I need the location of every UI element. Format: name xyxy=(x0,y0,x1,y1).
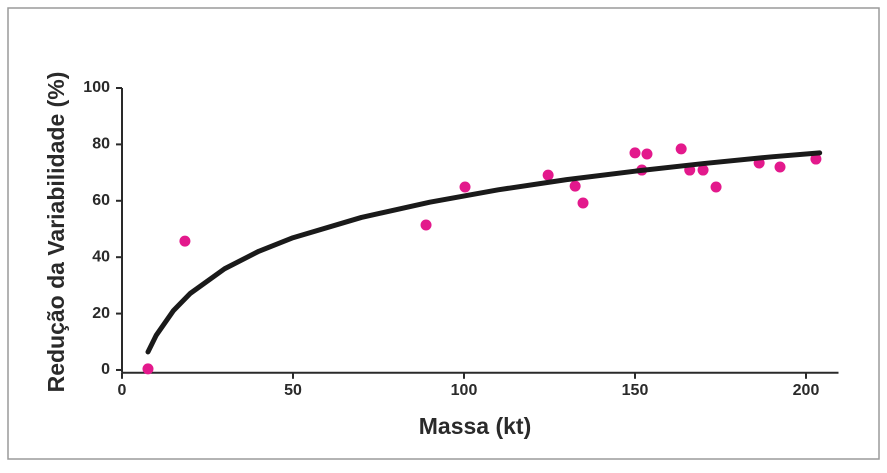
x-tick-label: 50 xyxy=(284,382,302,399)
y-axis-title: Redução da Variabilidade (%) xyxy=(43,72,69,393)
data-point xyxy=(569,180,581,192)
data-point xyxy=(179,235,191,247)
x-tick-label: 100 xyxy=(451,382,478,399)
data-point xyxy=(697,164,709,176)
data-point xyxy=(542,169,554,181)
y-tick-label: 80 xyxy=(92,136,110,153)
y-tick-label: 60 xyxy=(92,192,110,209)
data-point xyxy=(142,363,154,375)
x-tick-label: 0 xyxy=(118,382,127,399)
data-point xyxy=(420,219,432,231)
x-tick-label: 150 xyxy=(622,382,649,399)
data-point xyxy=(710,181,722,193)
data-point xyxy=(641,148,653,160)
data-point xyxy=(577,197,589,209)
data-point xyxy=(774,161,786,173)
y-tick-label: 0 xyxy=(101,361,110,378)
data-point xyxy=(629,147,641,159)
x-tick-label: 200 xyxy=(793,382,820,399)
x-axis-title: Massa (kt) xyxy=(419,413,531,439)
y-tick-label: 20 xyxy=(92,305,110,322)
frame xyxy=(7,7,880,460)
data-point xyxy=(810,153,822,165)
y-tick-label: 100 xyxy=(83,79,110,96)
y-tick-label: 40 xyxy=(92,248,110,265)
fit-curve xyxy=(145,150,823,355)
data-point xyxy=(459,181,471,193)
data-point xyxy=(675,143,687,155)
